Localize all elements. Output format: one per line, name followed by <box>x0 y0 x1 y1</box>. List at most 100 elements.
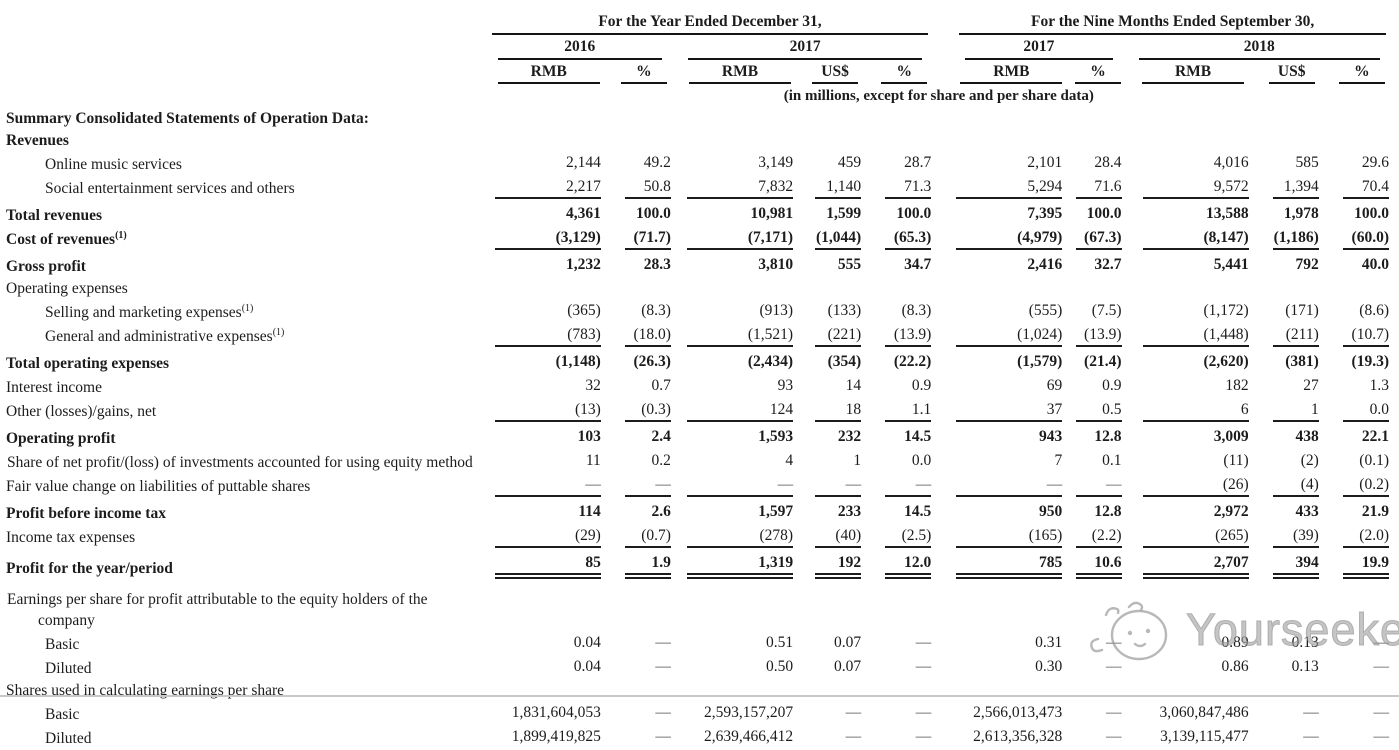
col-pct-2016: % <box>609 61 679 85</box>
header-currency-columns: RMB % RMB US$ % RMB % RMB US$ % <box>0 61 1397 85</box>
footnote-marker: (1) <box>272 326 285 338</box>
cell <box>489 278 609 300</box>
cell <box>1327 680 1397 702</box>
cell: (1,448) <box>1130 324 1257 348</box>
cell-value: 0.89 <box>1221 634 1249 651</box>
cell <box>1066 108 1129 130</box>
cell-value: (11) <box>1223 452 1249 469</box>
year-2017: 2017 <box>679 36 939 61</box>
cell-value: 233 <box>837 503 862 520</box>
cell <box>956 278 1066 300</box>
cell: (2,620) <box>1130 348 1257 375</box>
cell <box>801 580 869 632</box>
cell-value: 1,319 <box>687 552 794 579</box>
table-row: Selling and marketing expenses(1) (365) (8… <box>0 300 1397 324</box>
cell: 12.0 <box>869 549 939 580</box>
cell-value: — <box>1303 704 1319 721</box>
cell <box>1327 580 1397 632</box>
cell <box>1257 580 1327 632</box>
col-rmb-2018: RMB <box>1130 61 1257 85</box>
cell-value: 2,217 <box>494 176 601 199</box>
row-label: Diluted <box>45 730 92 747</box>
cell-value: 28.4 <box>1094 154 1122 171</box>
table-row: Operating profit 103 2.4 1,593 232 14.5 943 12.… <box>0 423 1397 450</box>
cell <box>1130 278 1257 300</box>
cell-value: 3,060,847,486 <box>1159 704 1249 721</box>
cell-value: (39) <box>1272 525 1319 548</box>
cell-value: (13.9) <box>1075 324 1122 347</box>
cell-value: (354) <box>827 353 862 370</box>
cell: 21.9 <box>1327 498 1397 525</box>
spacer <box>939 498 956 525</box>
cell: 0.07 <box>801 656 869 680</box>
period-group-nine-months: For the Nine Months Ended September 30, <box>956 11 1397 36</box>
cell-value: (555) <box>1028 302 1063 319</box>
cell-value: — <box>845 704 862 721</box>
spacer <box>939 11 956 36</box>
cell: — <box>609 474 679 498</box>
row-label: Total revenues <box>6 207 103 224</box>
spacer <box>939 227 956 251</box>
cell: 2,217 <box>489 176 609 200</box>
table-row: Operating expenses <box>0 278 1397 300</box>
cell: 0.07 <box>801 632 869 656</box>
cell-value: (4,979) <box>956 227 1063 250</box>
row-label: Total operating expenses <box>6 355 170 372</box>
cell: 1,140 <box>801 176 869 200</box>
cell-value: (0.2) <box>1343 474 1389 497</box>
units-note: (in millions, except for share and per s… <box>783 88 1094 104</box>
cell: 5,441 <box>1130 251 1257 278</box>
cell-value: — <box>1373 704 1390 721</box>
cell: 7 <box>956 450 1066 474</box>
cell: 18 <box>801 399 869 423</box>
cell: (2) <box>1257 450 1327 474</box>
cell-value: (21.4) <box>1084 353 1122 370</box>
cell-value: 1.3 <box>1369 377 1389 394</box>
cell: 2,416 <box>956 251 1066 278</box>
cell: — <box>869 702 939 726</box>
cell: — <box>1257 726 1327 750</box>
cell: 3,009 <box>1130 423 1257 450</box>
cell: 1.3 <box>1327 375 1397 399</box>
cell: (1,579) <box>956 348 1066 375</box>
cell <box>869 680 939 702</box>
cell: 11 <box>489 450 609 474</box>
cell: 100.0 <box>869 200 939 227</box>
cell: 0.30 <box>956 656 1066 680</box>
cell: 0.86 <box>1130 656 1257 680</box>
cell: 792 <box>1257 251 1327 278</box>
cell-value: 1,831,604,053 <box>511 704 601 721</box>
spacer <box>939 423 956 450</box>
cell-value: (2,434) <box>747 353 794 370</box>
cell-value: 49.2 <box>643 154 671 171</box>
cell: 3,060,847,486 <box>1130 702 1257 726</box>
cell-value: (8.3) <box>641 302 671 319</box>
cell: 0.0 <box>869 450 939 474</box>
cell: (13.9) <box>1066 324 1129 348</box>
cell-value: 2,144 <box>565 154 601 171</box>
cell: (1,521) <box>679 324 801 348</box>
row-label: Social entertainment services and others <box>45 180 295 197</box>
cell <box>609 108 679 130</box>
row-label: Profit for the year/period <box>6 560 173 577</box>
cell-value: — <box>655 704 671 721</box>
cell: 1,899,419,825 <box>489 726 609 750</box>
cell: (8.3) <box>609 300 679 324</box>
cell: 13,588 <box>1130 200 1257 227</box>
cell-value: 19.9 <box>1343 552 1389 579</box>
table-row: Diluted 1,899,419,825 — 2,639,466,412 — — 2,61… <box>0 726 1397 750</box>
cell: 32 <box>489 375 609 399</box>
cell-value: 0.0 <box>911 452 932 469</box>
row-label: Interest income <box>6 379 102 396</box>
header-units-note-row: (in millions, except for share and per s… <box>0 85 1397 108</box>
cell-value: — <box>915 728 932 745</box>
cell-value: 1,394 <box>1272 176 1319 199</box>
cell: (555) <box>956 300 1066 324</box>
spacer <box>0 85 489 108</box>
cell-value: — <box>845 728 862 745</box>
cell: 71.3 <box>869 176 939 200</box>
spacer <box>0 61 489 85</box>
table-row: Summary Consolidated Statements of Opera… <box>0 108 1397 130</box>
cell-value: (22.2) <box>893 353 932 370</box>
cell: 233 <box>801 498 869 525</box>
